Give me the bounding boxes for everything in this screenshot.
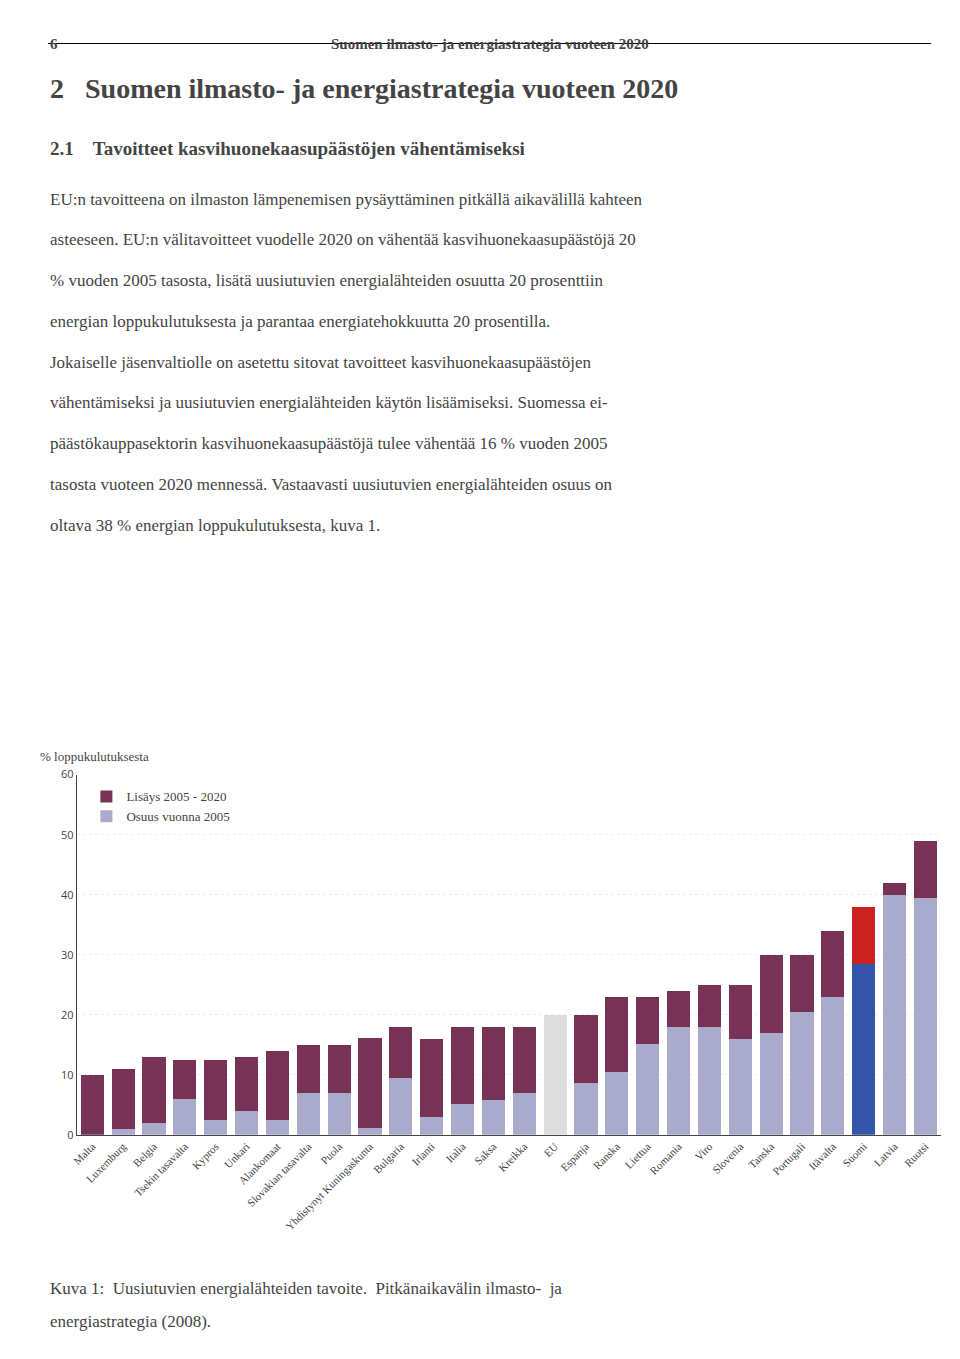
svg-text:Itävalta: Itävalta [806, 1140, 838, 1172]
svg-text:Romania: Romania [647, 1140, 684, 1177]
svg-text:Latvia: Latvia [871, 1140, 899, 1168]
svg-text:Slovenia: Slovenia [710, 1140, 746, 1176]
svg-text:Tanska: Tanska [746, 1140, 776, 1170]
svg-text:Irlanti: Irlanti [409, 1140, 436, 1167]
svg-text:60: 60 [61, 766, 74, 781]
svg-text:tasosta vuoteen 2020 mennessä.: tasosta vuoteen 2020 mennessä. Vastaavas… [50, 475, 612, 494]
svg-text:Liettua: Liettua [622, 1140, 653, 1171]
svg-text:Ruotsi: Ruotsi [902, 1140, 931, 1169]
svg-text:Jokaiselle jäsenvaltiolle on a: Jokaiselle jäsenvaltiolle on asetettu si… [50, 353, 592, 372]
svg-text:Malta: Malta [71, 1140, 98, 1167]
svg-text:päästökauppasektorin kasvihuon: päästökauppasektorin kasvihuonekaasupääs… [50, 434, 608, 453]
svg-text:Kypros: Kypros [190, 1140, 221, 1171]
svg-text:Belgia: Belgia [130, 1140, 159, 1169]
svg-text:Bulgaria: Bulgaria [371, 1140, 406, 1175]
svg-text:2 Suomen ilmasto- ja energia: 2 Suomen ilmasto- ja energiastrategia vu… [50, 73, 678, 104]
svg-text:Tsekin tasavalta: Tsekin tasavalta [132, 1140, 190, 1198]
svg-text:energiastrategia (2008).: energiastrategia (2008). [50, 1312, 211, 1331]
svg-text:Lisäys 2005 - 2020: Lisäys 2005 - 2020 [126, 789, 226, 804]
svg-text:Ranska: Ranska [591, 1140, 622, 1171]
svg-text:Osuus vuonna 2005: Osuus vuonna 2005 [126, 809, 229, 824]
svg-text:Suomen ilmasto- ja energiastra: Suomen ilmasto- ja energiastrategia vuot… [331, 36, 649, 52]
svg-text:10: 10 [61, 1067, 74, 1082]
svg-text:Saksa: Saksa [472, 1140, 499, 1167]
svg-text:40: 40 [61, 887, 74, 902]
svg-text:Slovakian tasavalta: Slovakian tasavalta [245, 1140, 314, 1209]
svg-text:Viro: Viro [692, 1140, 715, 1163]
svg-text:Unkari: Unkari [222, 1140, 252, 1170]
svg-text:Espanja: Espanja [558, 1140, 591, 1173]
svg-text:EU: EU [542, 1140, 561, 1159]
svg-text:0: 0 [67, 1127, 73, 1142]
svg-text:30: 30 [61, 947, 74, 962]
svg-text:energian loppukulutuksesta ja: energian loppukulutuksesta ja parantaa e… [50, 312, 550, 331]
svg-text:6: 6 [50, 36, 58, 52]
svg-text:Luxemburg: Luxemburg [84, 1140, 129, 1185]
svg-text:% vuoden 2005 tasosta, lisätä: % vuoden 2005 tasosta, lisätä uusiutuvie… [50, 271, 604, 290]
svg-text:2.1 Tavoitteet kasvihuoneka: 2.1 Tavoitteet kasvihuonekaasupäästöjen … [50, 138, 525, 159]
svg-text:oltava 38 % energian loppukulu: oltava 38 % energian loppukulutuksesta, … [50, 516, 380, 535]
svg-text:Alankomaat: Alankomaat [236, 1140, 283, 1187]
svg-text:Kuva 1: Uusiutuvien energialä: Kuva 1: Uusiutuvien energialähteiden tav… [50, 1279, 562, 1298]
svg-text:Yhdistynyt Kuningaskunta: Yhdistynyt Kuningaskunta [283, 1140, 375, 1232]
svg-text:Portugali: Portugali [770, 1140, 807, 1177]
svg-text:% loppukulutuksesta: % loppukulutuksesta [40, 749, 149, 764]
svg-text:20: 20 [61, 1007, 74, 1022]
svg-text:vähentämiseksi ja uusiutuvien: vähentämiseksi ja uusiutuvien energialäh… [50, 393, 608, 412]
svg-text:Kreikka: Kreikka [496, 1140, 530, 1174]
svg-text:Suomi: Suomi [840, 1140, 869, 1169]
svg-text:EU:n tavoitteena on ilmaston l: EU:n tavoitteena on ilmaston lämpenemise… [50, 190, 642, 209]
svg-text:Italia: Italia [443, 1140, 468, 1165]
svg-text:50: 50 [61, 827, 74, 842]
svg-text:Puola: Puola [318, 1140, 344, 1166]
svg-text:asteeseen. EU:n välitavoitteet: asteeseen. EU:n välitavoitteet vuodelle … [50, 230, 636, 249]
